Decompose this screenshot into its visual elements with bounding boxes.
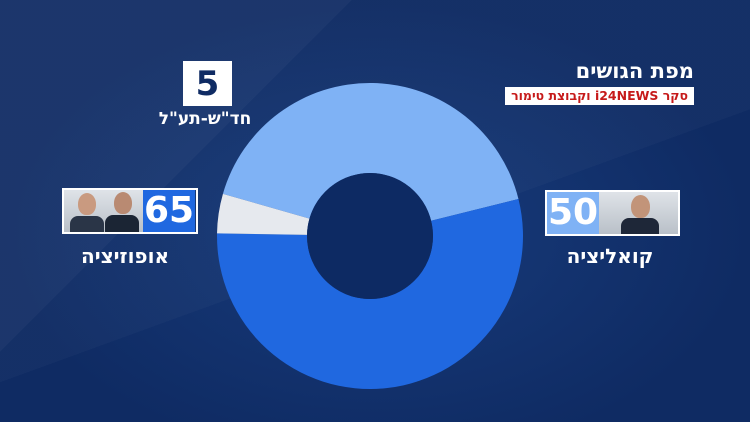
leader-left-figure bbox=[68, 190, 106, 232]
opposition-label: אופוזיציה bbox=[80, 244, 170, 268]
two-leaders-photo-icon bbox=[64, 190, 143, 232]
title-block: מפת הגושים סקר i24NEWS וקבוצת טימור bbox=[505, 58, 694, 105]
chart-title: מפת הגושים bbox=[575, 59, 694, 83]
coalition-label: קואליציה bbox=[566, 244, 654, 268]
other-seats: 5 bbox=[183, 61, 232, 106]
leader-figure bbox=[619, 192, 661, 234]
other-label: חד"ש-תע"ל bbox=[158, 109, 252, 129]
coalition-badge: 50 bbox=[545, 190, 680, 236]
opposition-badge: 65 bbox=[62, 188, 198, 234]
leader-photo-icon bbox=[599, 192, 678, 234]
donut-slice-0 bbox=[222, 82, 519, 221]
donut-center-hole bbox=[307, 173, 433, 299]
donut-slice-1 bbox=[217, 198, 524, 389]
donut-slice-2 bbox=[217, 193, 310, 235]
opposition-seats: 65 bbox=[143, 190, 195, 232]
chart-subtitle: סקר i24NEWS וקבוצת טימור bbox=[505, 87, 694, 105]
coalition-seats: 50 bbox=[547, 192, 599, 234]
leader-right-figure bbox=[102, 190, 142, 232]
